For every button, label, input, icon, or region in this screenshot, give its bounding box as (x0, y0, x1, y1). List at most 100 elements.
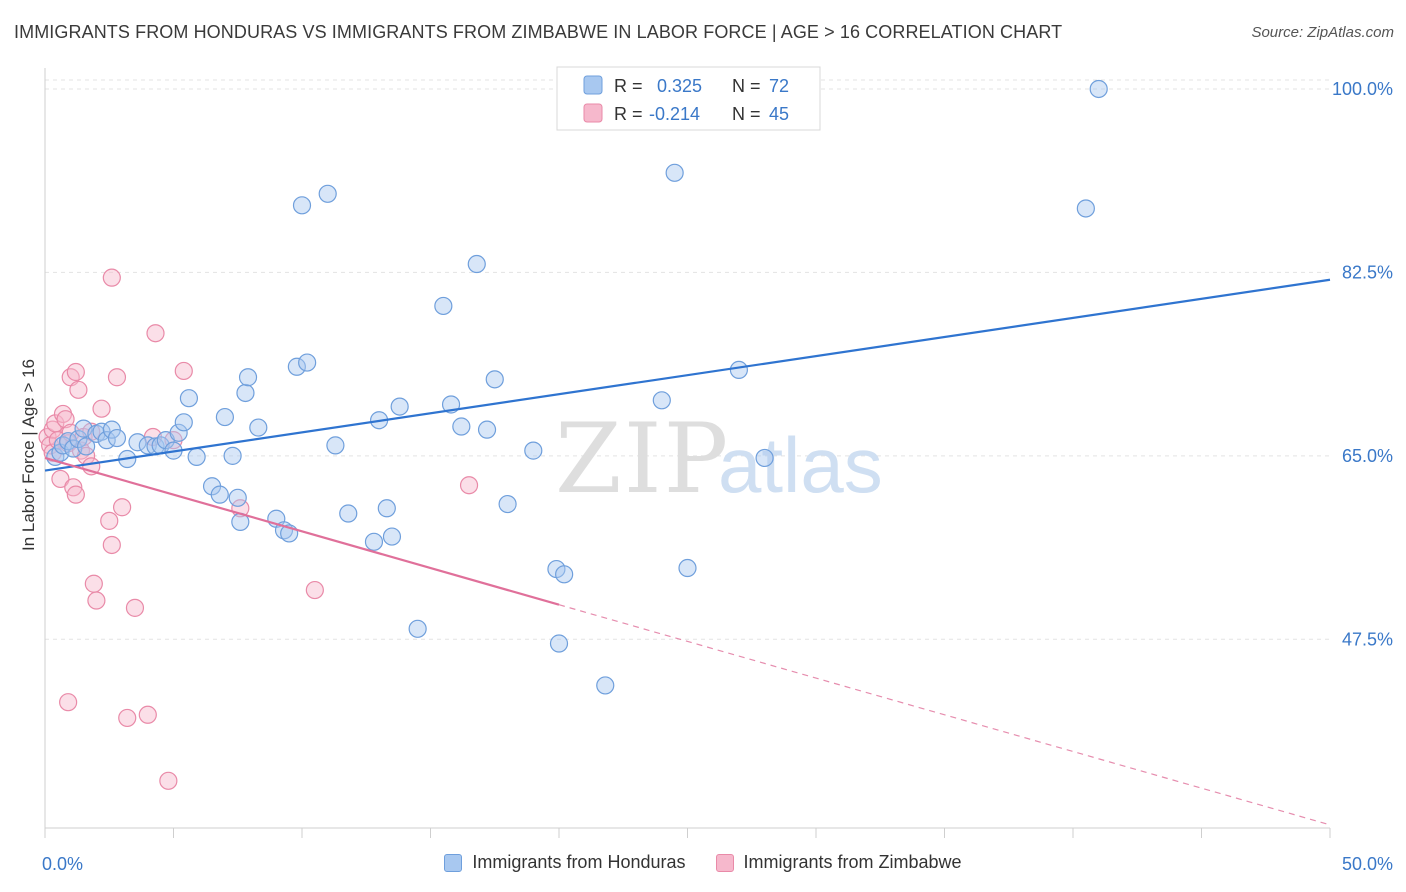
zimbabwe-point (64, 478, 83, 497)
x-tick-label: 50.0% (1342, 854, 1393, 874)
zimbabwe-point (87, 591, 106, 610)
honduras-point (169, 423, 188, 442)
zimbabwe-point (84, 574, 103, 593)
zimbabwe-point (159, 771, 178, 790)
legend-n-value-1: 72 (769, 76, 789, 96)
zimbabwe-point (59, 693, 78, 712)
honduras-point (1089, 79, 1108, 99)
y-tick-label: 65.0% (1342, 446, 1393, 466)
zimbabwe-point (107, 368, 127, 387)
zimbabwe-point (305, 580, 324, 600)
y-tick-label: 82.5% (1342, 262, 1393, 282)
zimbabwe-point (125, 598, 145, 617)
legend-r-value-1: 0.325 (657, 76, 702, 96)
y-axis-label: In Labor Force | Age > 16 (19, 359, 38, 551)
legend-item-honduras[interactable]: Immigrants from Honduras (444, 852, 686, 873)
honduras-point (477, 420, 497, 439)
legend-swatch-zimbabwe (583, 103, 603, 123)
honduras-point (339, 504, 358, 523)
y-tick-label: 100.0% (1332, 79, 1393, 99)
series-legend: Immigrants from Honduras Immigrants from… (0, 852, 1406, 873)
zimbabwe-point (51, 469, 70, 489)
honduras-point (292, 196, 312, 215)
honduras-trend-line (44, 278, 1331, 472)
honduras-point (729, 360, 749, 380)
honduras-point (549, 634, 569, 653)
honduras-point (1076, 199, 1095, 218)
honduras-point (524, 441, 543, 460)
honduras-point (755, 448, 774, 468)
zimbabwe-point (112, 498, 132, 517)
y-tick-label: 47.5% (1342, 629, 1393, 649)
honduras-point (249, 418, 268, 437)
legend-item-zimbabwe[interactable]: Immigrants from Zimbabwe (715, 852, 962, 873)
zimbabwe-point (118, 708, 137, 728)
honduras-point (215, 407, 234, 427)
zimbabwe-point (56, 410, 75, 429)
honduras-point (485, 370, 504, 389)
zimbabwe-points (38, 268, 479, 790)
honduras-point (318, 184, 337, 203)
honduras-point (287, 357, 306, 376)
honduras-point (107, 428, 127, 448)
legend-n-label-1: N = (732, 76, 761, 96)
honduras-point (298, 353, 317, 372)
honduras-point (238, 368, 258, 387)
zimbabwe-point (100, 511, 119, 530)
honduras-point (596, 676, 615, 695)
honduras-point (187, 447, 206, 467)
legend-r-label-2: R = (614, 104, 643, 124)
zimbabwe-trend-line (44, 456, 560, 606)
honduras-point (138, 436, 157, 455)
legend-label-honduras: Immigrants from Honduras (472, 852, 686, 872)
honduras-point (174, 413, 193, 432)
honduras-point (326, 436, 345, 455)
chart-title: IMMIGRANTS FROM HONDURAS VS IMMIGRANTS F… (14, 22, 1063, 42)
zimbabwe-point (66, 362, 85, 382)
honduras-point (228, 488, 247, 507)
x-tick-label: 0.0% (42, 854, 83, 874)
legend-label-zimbabwe: Immigrants from Zimbabwe (743, 852, 962, 872)
honduras-point (452, 417, 471, 436)
correlation-legend: R = 0.325 N = 72 R = -0.214 N = 45 (556, 66, 821, 131)
zimbabwe-point (174, 361, 193, 381)
honduras-point (678, 558, 697, 578)
honduras-point (128, 433, 147, 452)
source-label: Source: ZipAtlas.com (1251, 24, 1394, 41)
honduras-point (69, 429, 88, 449)
honduras-point (364, 532, 384, 551)
zimbabwe-point (138, 705, 157, 724)
legend-r-value-2: -0.214 (649, 104, 700, 124)
zimbabwe-point (146, 324, 165, 343)
watermark: ZIP atlas (555, 403, 883, 515)
honduras-point (665, 163, 684, 182)
trend-lines (44, 278, 1331, 826)
honduras-point (652, 391, 671, 410)
grid-lines (45, 79, 1330, 640)
zimbabwe-point (66, 485, 85, 504)
legend-swatch-zimbabwe-bottom (715, 853, 734, 872)
honduras-point (377, 499, 396, 518)
zimbabwe-point (459, 476, 479, 495)
legend-swatch-honduras (583, 75, 603, 95)
watermark-zip: ZIP (555, 403, 730, 515)
honduras-point (77, 437, 96, 456)
legend-r-label-1: R = (614, 76, 643, 96)
legend-n-value-2: 45 (769, 104, 789, 124)
honduras-point (498, 494, 517, 514)
honduras-point (467, 254, 486, 274)
zimbabwe-trend-extension (558, 604, 1331, 826)
honduras-point (382, 527, 402, 546)
honduras-points (46, 79, 1108, 695)
honduras-point (223, 446, 242, 465)
honduras-point (408, 619, 427, 638)
legend-n-label-2: N = (732, 104, 761, 124)
honduras-point (179, 389, 199, 408)
zimbabwe-point (69, 380, 88, 399)
honduras-point (210, 485, 229, 504)
tick-labels: 47.5% 65.0% 82.5% 100.0% 0.0% 50.0% (42, 79, 1393, 874)
honduras-point (434, 296, 453, 316)
legend-swatch-honduras-bottom (444, 853, 463, 872)
honduras-point (236, 383, 255, 403)
